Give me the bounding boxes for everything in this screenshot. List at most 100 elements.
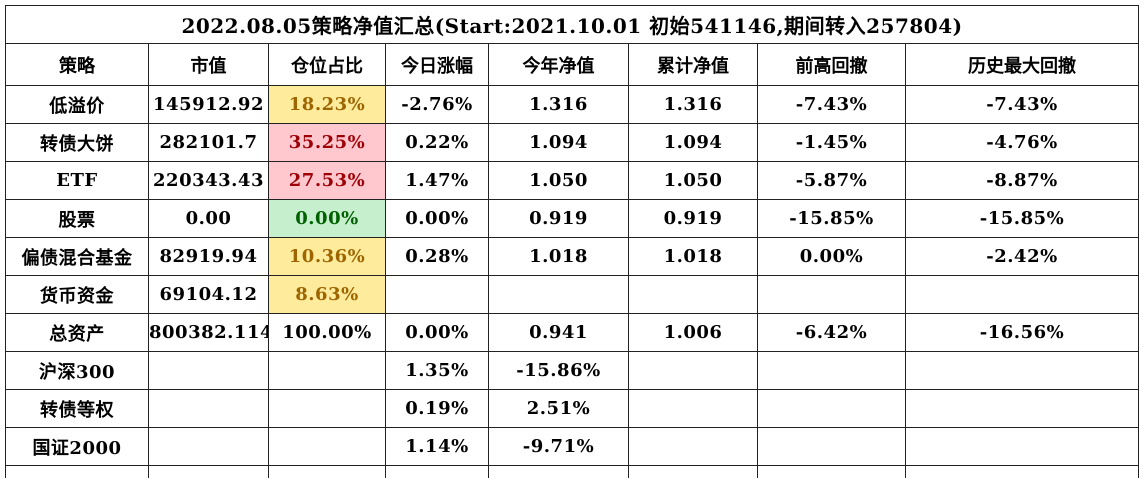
today-change-cell: 0.22% <box>385 123 489 162</box>
position-ratio-cell <box>268 351 386 390</box>
position-ratio-cell: 35.25% <box>268 123 386 162</box>
drawdown-from-prev-high-cell: -5.87% <box>757 161 906 200</box>
drawdown-from-prev-high-cell: -7.43% <box>757 85 906 124</box>
today-change-cell: 0.00% <box>385 199 489 238</box>
table-row: 转债大饼 282101.7 35.25% 0.22% 1.094 1.094 -1.45% -… <box>5 123 1140 162</box>
position-ratio-cell: 0.00% <box>268 199 386 238</box>
ytd-nav-cell: -15.86% <box>488 351 629 390</box>
header-row: 策略 市值 仓位占比 今日涨幅 今年净值 累计净值 前高回撤 历史最大回撤 <box>5 43 1140 86</box>
market-value-cell <box>148 389 269 428</box>
header-market-value: 市值 <box>148 43 269 86</box>
market-value-cell: 0.00 <box>148 199 269 238</box>
ytd-nav-cell <box>488 275 629 314</box>
position-ratio-cell: 100.00% <box>268 313 386 352</box>
strategy-summary-table: 2022.08.05策略净值汇总(Start:2021.10.01 初始5411… <box>4 5 1140 478</box>
cumulative-nav-cell: 0.919 <box>628 199 758 238</box>
header-strategy: 策略 <box>5 43 149 86</box>
cumulative-nav-cell <box>628 275 758 314</box>
header-ytd-nav: 今年净值 <box>488 43 629 86</box>
ytd-nav-cell: -9.71% <box>488 427 629 466</box>
ytd-nav-cell: 0.941 <box>488 313 629 352</box>
max-historical-drawdown-cell <box>904 389 1140 428</box>
table-row: ETF 220343.43 27.53% 1.47% 1.050 1.050 -5.87% -… <box>5 161 1140 200</box>
table-row: 低溢价 145912.92 18.23% -2.76% 1.316 1.316 -7.43%… <box>5 85 1140 124</box>
cumulative-nav-cell: 1.094 <box>628 123 758 162</box>
market-value-cell: 800382.114 <box>148 313 269 352</box>
empty-cell <box>385 465 489 478</box>
table-row: 偏债混合基金 82919.94 10.36% 0.28% 1.018 1.018 0.00%… <box>5 237 1140 276</box>
strategy-cell: 总资产 <box>5 313 149 352</box>
empty-cell <box>904 465 1140 478</box>
strategy-cell: 国证2000 <box>5 427 149 466</box>
max-historical-drawdown-cell: -8.87% <box>904 161 1140 200</box>
drawdown-from-prev-high-cell <box>757 427 906 466</box>
table-row: 股票 0.00 0.00% 0.00% 0.919 0.919 -15.85% -15.85% <box>5 199 1140 238</box>
table-row: 转债等权 0.19% 2.51% <box>5 389 1140 428</box>
position-ratio-cell <box>268 389 386 428</box>
drawdown-from-prev-high-cell <box>757 351 906 390</box>
drawdown-from-prev-high-cell: -15.85% <box>757 199 906 238</box>
ytd-nav-cell: 1.050 <box>488 161 629 200</box>
ytd-nav-cell: 2.51% <box>488 389 629 428</box>
drawdown-from-prev-high-cell: -1.45% <box>757 123 906 162</box>
max-historical-drawdown-cell <box>904 427 1140 466</box>
empty-cell <box>5 465 149 478</box>
strategy-cell: 转债等权 <box>5 389 149 428</box>
partial-row <box>5 465 1140 478</box>
today-change-cell: 0.28% <box>385 237 489 276</box>
drawdown-from-prev-high-cell: -6.42% <box>757 313 906 352</box>
position-ratio-cell: 8.63% <box>268 275 386 314</box>
strategy-cell: 沪深300 <box>5 351 149 390</box>
header-today-change: 今日涨幅 <box>385 43 489 86</box>
today-change-cell <box>385 275 489 314</box>
empty-cell <box>628 465 758 478</box>
max-historical-drawdown-cell: -15.85% <box>904 199 1140 238</box>
today-change-cell: 1.14% <box>385 427 489 466</box>
table-title: 2022.08.05策略净值汇总(Start:2021.10.01 初始5411… <box>4 5 1140 44</box>
cumulative-nav-cell: 1.018 <box>628 237 758 276</box>
drawdown-from-prev-high-cell: 0.00% <box>757 237 906 276</box>
today-change-cell: 1.47% <box>385 161 489 200</box>
empty-cell <box>268 465 386 478</box>
table-row: 总资产 800382.114 100.00% 0.00% 0.941 1.006 -6.42… <box>5 313 1140 352</box>
cumulative-nav-cell: 1.006 <box>628 313 758 352</box>
table-row: 国证2000 1.14% -9.71% <box>5 427 1140 466</box>
position-ratio-cell: 10.36% <box>268 237 386 276</box>
position-ratio-cell: 27.53% <box>268 161 386 200</box>
strategy-cell: 偏债混合基金 <box>5 237 149 276</box>
strategy-cell: ETF <box>5 161 149 200</box>
position-ratio-cell: 18.23% <box>268 85 386 124</box>
empty-cell <box>488 465 629 478</box>
header-position-ratio: 仓位占比 <box>268 43 386 86</box>
market-value-cell <box>148 427 269 466</box>
ytd-nav-cell: 0.919 <box>488 199 629 238</box>
strategy-cell: 转债大饼 <box>5 123 149 162</box>
header-drawdown-from-prev-high: 前高回撤 <box>757 43 906 86</box>
max-historical-drawdown-cell: -2.42% <box>904 237 1140 276</box>
table-row: 货币资金 69104.12 8.63% <box>5 275 1140 314</box>
max-historical-drawdown-cell <box>904 351 1140 390</box>
cumulative-nav-cell <box>628 351 758 390</box>
ytd-nav-cell: 1.316 <box>488 85 629 124</box>
market-value-cell: 220343.43 <box>148 161 269 200</box>
max-historical-drawdown-cell: -16.56% <box>904 313 1140 352</box>
position-ratio-cell <box>268 427 386 466</box>
ytd-nav-cell: 1.018 <box>488 237 629 276</box>
market-value-cell: 69104.12 <box>148 275 269 314</box>
strategy-cell: 股票 <box>5 199 149 238</box>
cumulative-nav-cell <box>628 389 758 428</box>
market-value-cell <box>148 351 269 390</box>
header-cumulative-nav: 累计净值 <box>628 43 758 86</box>
table-row: 沪深300 1.35% -15.86% <box>5 351 1140 390</box>
max-historical-drawdown-cell: -4.76% <box>904 123 1140 162</box>
today-change-cell: 0.00% <box>385 313 489 352</box>
market-value-cell: 82919.94 <box>148 237 269 276</box>
strategy-cell: 低溢价 <box>5 85 149 124</box>
max-historical-drawdown-cell: -7.43% <box>904 85 1140 124</box>
ytd-nav-cell: 1.094 <box>488 123 629 162</box>
cumulative-nav-cell <box>628 427 758 466</box>
header-max-historical-drawdown: 历史最大回撤 <box>904 43 1140 86</box>
drawdown-from-prev-high-cell <box>757 389 906 428</box>
market-value-cell: 145912.92 <box>148 85 269 124</box>
